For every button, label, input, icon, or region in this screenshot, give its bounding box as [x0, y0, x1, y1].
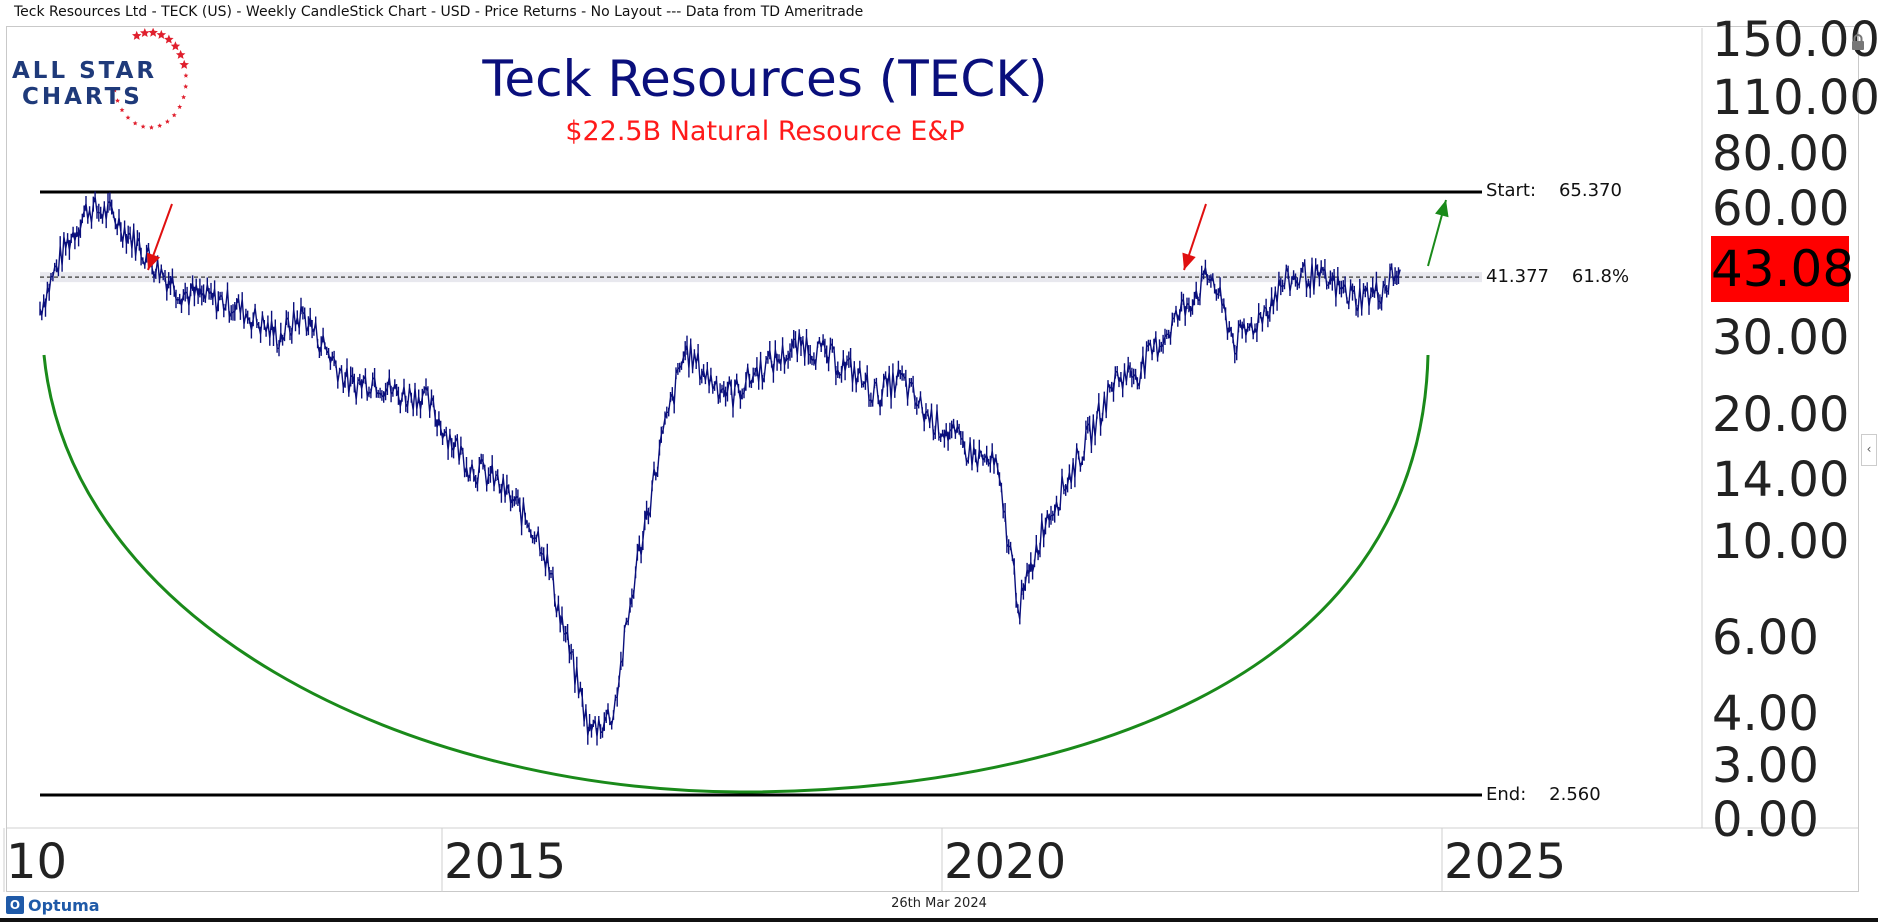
star-icon — [115, 98, 120, 103]
optuma-label: Optuma — [28, 895, 100, 915]
star-icon — [156, 29, 167, 39]
y-tick-label: 10.00 — [1712, 514, 1849, 570]
star-icon — [132, 30, 142, 40]
x-tick-label: 10 — [6, 834, 67, 890]
last-price-badge: 43.08 — [1711, 236, 1854, 302]
star-icon — [183, 73, 189, 78]
x-tick-label: 2015 — [444, 834, 566, 890]
star-icon — [132, 120, 138, 126]
level-fib-label: 41.377 61.8% — [1486, 266, 1629, 287]
optuma-brand: O Optuma — [6, 894, 100, 916]
y-tick-label: 30.00 — [1712, 310, 1849, 366]
level-start-value: 65.370 — [1558, 180, 1622, 201]
star-icon — [171, 112, 177, 118]
level-end-label: End: 2.560 — [1486, 784, 1601, 805]
star-icon — [149, 124, 154, 130]
star-icon — [157, 123, 163, 128]
level-fib-percent: 61.8% — [1571, 266, 1630, 287]
star-icon — [177, 104, 183, 109]
level-fib-price: 41.377 — [1486, 266, 1549, 287]
collapse-icon[interactable]: ‹ — [1861, 434, 1877, 466]
y-tick-label: 14.00 — [1712, 452, 1849, 508]
red-arrow-right-head — [1182, 252, 1196, 270]
chart-title: Teck Resources (TECK) — [482, 50, 1048, 108]
chart-description: Teck Resources Ltd - TECK (US) - Weekly … — [14, 4, 864, 20]
y-tick-label: 110.00 — [1712, 70, 1878, 126]
star-icon — [112, 87, 118, 93]
star-icon — [183, 84, 189, 89]
level-end-name: End: — [1486, 784, 1527, 805]
level-start-label: Start: 65.370 — [1486, 180, 1622, 201]
y-tick-label: 150.00 — [1712, 12, 1878, 68]
x-tick-label: 2020 — [944, 834, 1066, 890]
star-icon — [175, 49, 186, 59]
price-series — [39, 191, 1401, 746]
y-tick-label: 4.00 — [1712, 686, 1819, 742]
optuma-icon: O — [6, 896, 24, 914]
level-start-name: Start: — [1486, 180, 1537, 201]
chart-subtitle: $22.5B Natural Resource E&P — [565, 116, 965, 147]
green-arrow-up-head — [1435, 200, 1449, 218]
x-tick-label: 2025 — [1444, 834, 1566, 890]
star-icon — [164, 34, 174, 44]
footer-date: 26th Mar 2024 — [891, 896, 987, 911]
logo-line-2: CHARTS — [22, 84, 143, 110]
star-icon — [179, 59, 189, 69]
logo-line-1: ALL STAR — [12, 58, 158, 84]
y-tick-label: 20.00 — [1712, 387, 1849, 443]
star-icon — [119, 107, 125, 113]
level-end-value: 2.560 — [1549, 784, 1601, 805]
star-icon — [148, 27, 158, 37]
chart-panel[interactable] — [6, 26, 1859, 892]
y-tick-label: 80.00 — [1712, 126, 1849, 182]
all-star-charts-logo: ALL STAR CHARTS — [10, 27, 200, 138]
star-ring-icon — [112, 27, 189, 130]
y-tick-label: 0.00 — [1712, 792, 1819, 848]
star-icon — [140, 28, 150, 37]
bottom-rule — [0, 918, 1878, 922]
star-icon — [125, 115, 131, 120]
cup-arc — [42, 354, 1430, 794]
y-tick-label: 60.00 — [1712, 181, 1849, 237]
star-icon — [165, 119, 170, 124]
red-arrow-left-head — [146, 252, 161, 270]
star-icon — [181, 94, 187, 100]
y-tick-label: 6.00 — [1712, 610, 1819, 666]
star-icon — [140, 124, 146, 129]
y-tick-label: 3.00 — [1712, 738, 1819, 794]
star-icon — [170, 41, 181, 51]
lock-icon[interactable] — [1848, 32, 1868, 52]
